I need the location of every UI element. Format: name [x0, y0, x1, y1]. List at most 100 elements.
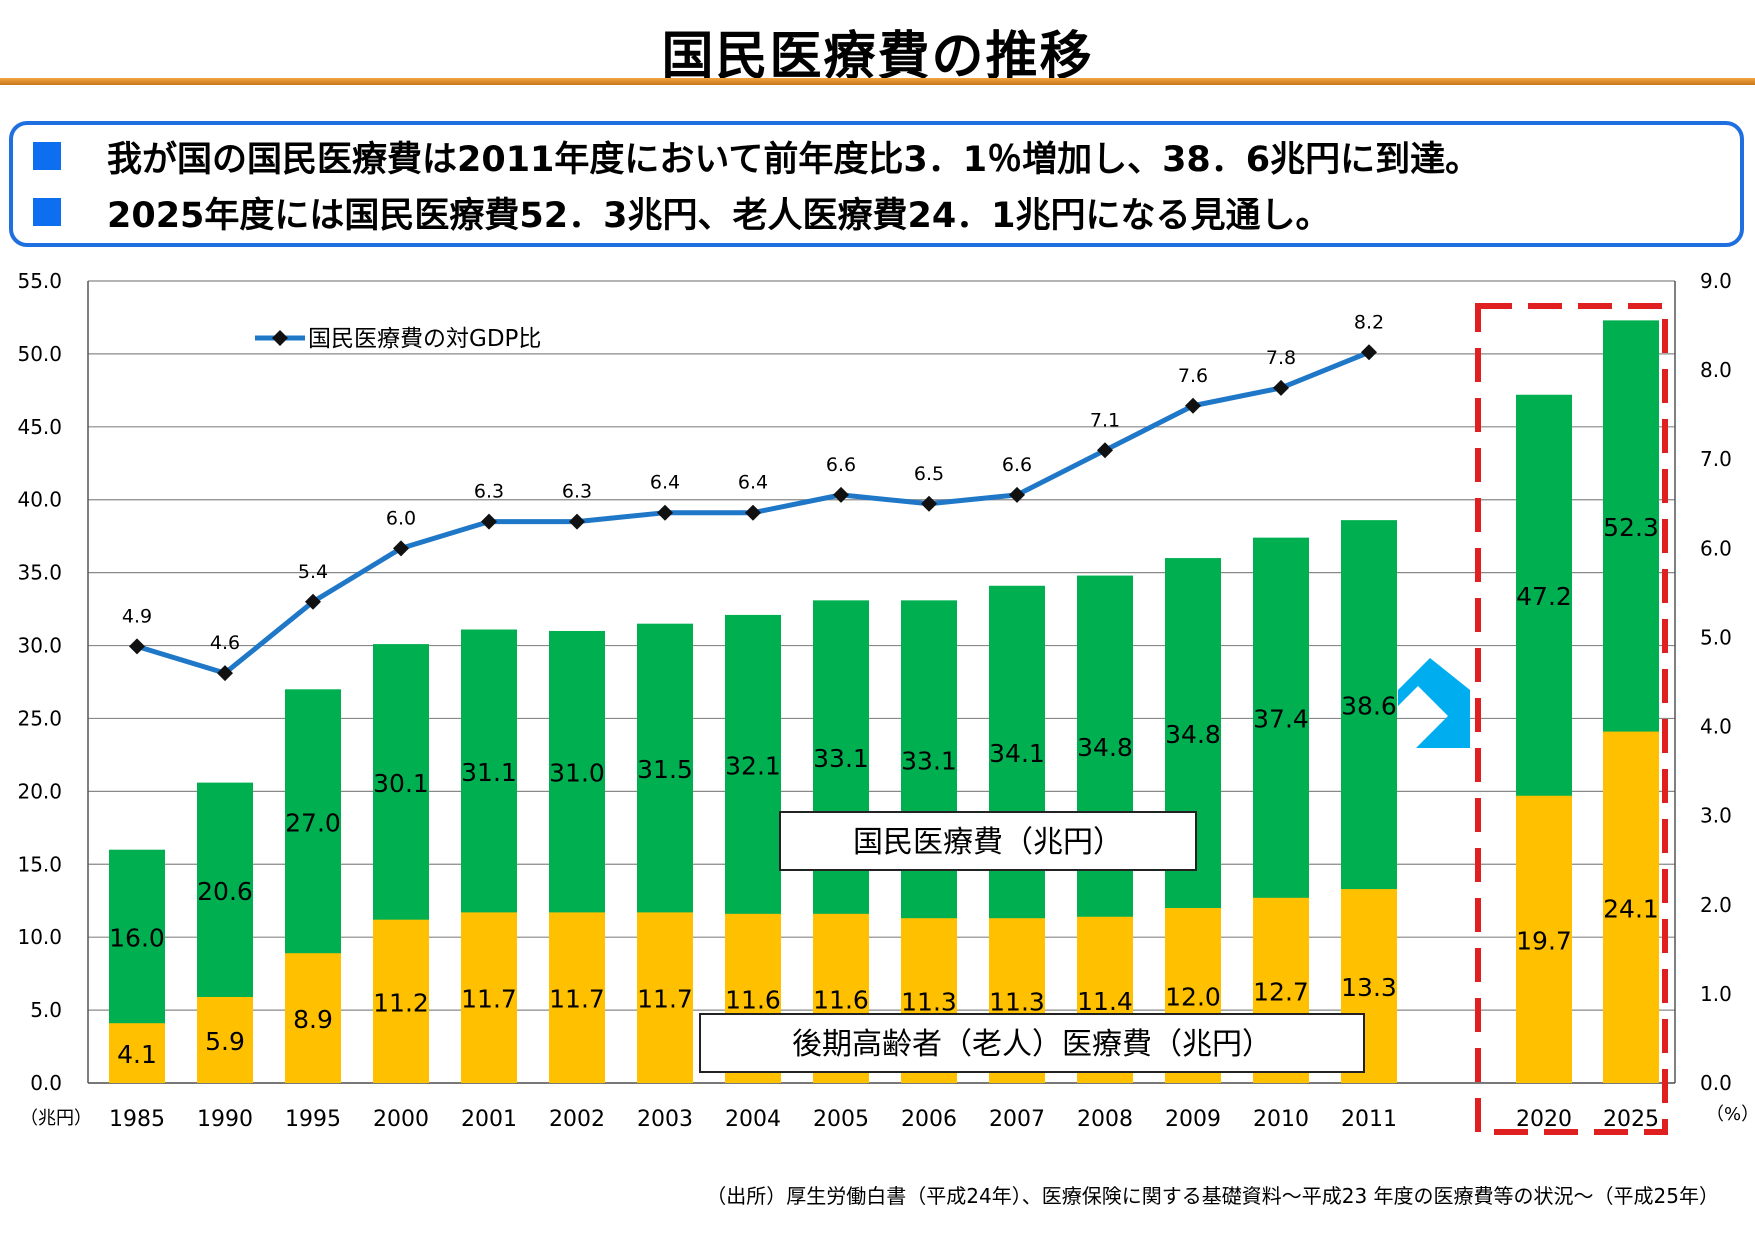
bar-elderly — [461, 912, 517, 1083]
bar-total-value-label: 30.1 — [373, 769, 429, 798]
bar-total-value-label: 38.6 — [1341, 692, 1397, 721]
y-left-tick-label: 25.0 — [17, 706, 62, 730]
x-tick-label: 1995 — [285, 1107, 341, 1132]
x-tick-label: 2002 — [549, 1107, 605, 1132]
bar-total-value-label: 31.0 — [549, 759, 605, 788]
gdp-ratio-point — [569, 513, 585, 530]
bar-elderly — [373, 919, 429, 1083]
bar-elderly-value-label: 11.6 — [813, 985, 869, 1014]
bar-elderly-value-label: 11.7 — [461, 985, 517, 1014]
bar-total-value-label: 31.1 — [461, 758, 517, 787]
x-tick-label: 2020 — [1516, 1107, 1572, 1132]
gdp-ratio-value-label: 6.4 — [738, 472, 768, 494]
gdp-ratio-point — [833, 486, 849, 503]
gdp-ratio-value-label: 6.4 — [650, 472, 680, 494]
bar-total-value-label: 27.0 — [285, 808, 341, 837]
y-left-tick-label: 20.0 — [17, 779, 62, 803]
bar-elderly-value-label: 11.3 — [989, 988, 1045, 1017]
x-tick-label: 2005 — [813, 1107, 869, 1132]
bar-elderly — [1516, 795, 1572, 1083]
gdp-ratio-point — [657, 504, 673, 521]
legend-box-total — [779, 811, 1197, 871]
bar-total-value-label: 52.3 — [1603, 513, 1659, 542]
bar-elderly-value-label: 11.7 — [637, 985, 693, 1014]
bar-elderly — [109, 1023, 165, 1083]
bar-elderly-value-label: 8.9 — [293, 1005, 333, 1034]
bar-total-value-label: 33.1 — [901, 746, 957, 775]
bar-elderly-value-label: 11.6 — [725, 985, 781, 1014]
gdp-ratio-value-label: 7.1 — [1090, 409, 1120, 431]
x-tick-label: 2001 — [461, 1107, 517, 1132]
y-right-tick-label: 8.0 — [1700, 358, 1732, 382]
y-right-tick-label: 0.0 — [1700, 1071, 1732, 1095]
legend-label-total: 国民医療費（兆円） — [853, 825, 1123, 860]
gdp-ratio-point — [1361, 344, 1377, 361]
y-left-tick-label: 55.0 — [17, 269, 62, 293]
y-right-tick-label: 2.0 — [1700, 893, 1732, 917]
gdp-ratio-point — [1097, 442, 1113, 459]
legend-box-elderly — [699, 1013, 1365, 1073]
bar-elderly-value-label: 19.7 — [1516, 926, 1572, 955]
x-tick-label: 2004 — [725, 1107, 781, 1132]
gdp-ratio-point — [1009, 486, 1025, 503]
bar-elderly — [549, 912, 605, 1083]
bar-total-value-label: 34.8 — [1077, 733, 1133, 762]
bar-elderly-value-label: 12.0 — [1165, 983, 1221, 1012]
bar-total-value-label: 34.8 — [1165, 720, 1221, 749]
x-tick-label: 2007 — [989, 1107, 1045, 1132]
page-title: 国民医療費の推移 — [661, 27, 1094, 87]
summary-text-2: 2025年度には国民医療費52．3兆円、老人医療費24．1兆円になる見通し。 — [107, 195, 1331, 236]
y-left-unit-label: （兆円） — [20, 1108, 92, 1129]
y-right-tick-label: 5.0 — [1700, 625, 1732, 649]
x-tick-label: 2006 — [901, 1107, 957, 1132]
y-right-tick-label: 1.0 — [1700, 982, 1732, 1006]
gdp-ratio-value-label: 7.6 — [1178, 365, 1208, 387]
y-right-tick-label: 6.0 — [1700, 536, 1732, 560]
y-left-tick-label: 40.0 — [17, 488, 62, 512]
legend-label-elderly: 後期高齢者（老人）医療費（兆円） — [792, 1027, 1272, 1062]
bar-total-value-label: 34.1 — [989, 739, 1045, 768]
x-tick-label: 2010 — [1253, 1107, 1309, 1132]
summary-text-1: 我が国の国民医療費は2011年度において前年度比3．1％増加し、38．6兆円に到… — [107, 139, 1481, 180]
gdp-ratio-value-label: 7.8 — [1266, 347, 1296, 369]
y-left-tick-label: 30.0 — [17, 634, 62, 658]
gdp-ratio-value-label: 6.6 — [826, 454, 856, 476]
bar-elderly — [197, 996, 253, 1083]
y-left-tick-label: 45.0 — [17, 415, 62, 439]
bar-elderly-value-label: 24.1 — [1603, 894, 1659, 923]
bar-elderly-value-label: 5.9 — [205, 1027, 245, 1056]
y-left-tick-label: 35.0 — [17, 561, 62, 585]
y-left-tick-label: 50.0 — [17, 342, 62, 366]
x-tick-label: 2009 — [1165, 1107, 1221, 1132]
bar-elderly-value-label: 11.7 — [549, 985, 605, 1014]
bar-elderly-value-label: 11.3 — [901, 988, 957, 1017]
y-right-tick-label: 3.0 — [1700, 804, 1732, 828]
y-left-tick-label: 10.0 — [17, 925, 62, 949]
gdp-ratio-point — [217, 665, 233, 682]
bar-elderly-value-label: 11.4 — [1077, 987, 1133, 1016]
source-note: （出所）厚生労働白書（平成24年）、医療保険に関する基礎資料～平成23 年度の医… — [706, 1184, 1719, 1208]
gdp-ratio-point — [129, 638, 145, 655]
line-legend-label: 国民医療費の対GDP比 — [308, 326, 541, 352]
y-right-tick-label: 4.0 — [1700, 715, 1732, 739]
y-right-tick-label: 7.0 — [1700, 447, 1732, 471]
gdp-ratio-value-label: 6.0 — [386, 507, 416, 529]
gdp-ratio-point — [305, 593, 321, 610]
bar-total-value-label: 47.2 — [1516, 582, 1572, 611]
gdp-ratio-value-label: 4.6 — [210, 632, 240, 654]
gdp-ratio-value-label: 6.6 — [1002, 454, 1032, 476]
square-bullet-icon — [33, 142, 61, 170]
bar-elderly-value-label: 11.2 — [373, 988, 429, 1017]
y-left-tick-label: 0.0 — [30, 1071, 62, 1095]
x-tick-label: 2025 — [1603, 1107, 1659, 1132]
gdp-ratio-point — [745, 504, 761, 521]
bar-total-value-label: 33.1 — [813, 744, 869, 773]
y-left-tick-label: 5.0 — [30, 998, 62, 1022]
summary-box: 我が国の国民医療費は2011年度において前年度比3．1％増加し、38．6兆円に到… — [9, 121, 1744, 247]
bar-total-value-label: 31.5 — [637, 755, 693, 784]
bar-elderly-value-label: 13.3 — [1341, 973, 1397, 1002]
gdp-ratio-point — [921, 495, 937, 512]
summary-line-1: 我が国の国民医療費は2011年度において前年度比3．1％増加し、38．6兆円に到… — [33, 131, 1480, 181]
bar-total-value-label: 16.0 — [109, 923, 165, 952]
